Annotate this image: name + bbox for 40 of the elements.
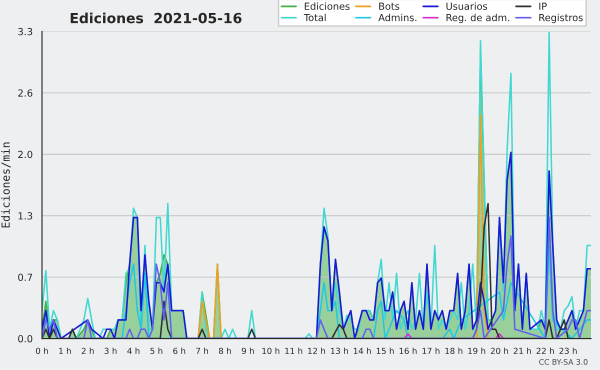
x-tick-label: 14 h <box>354 348 371 354</box>
chart-title: Ediciones 2021-05-16 <box>70 12 242 24</box>
y-tick-label: 0.0 <box>18 335 32 342</box>
y-tick-label: 0.7 <box>18 274 32 281</box>
x-tick-label: 5 h <box>150 348 162 354</box>
x-tick-label: 9 h <box>242 348 254 354</box>
legend-label: Reg. de adm. <box>446 14 510 24</box>
x-tick-label: 15 h <box>376 348 394 354</box>
y-tick-label: 1.3 <box>18 212 32 220</box>
y-axis-title: Ediciones/min <box>1 142 11 228</box>
x-tick-label: 13 h <box>331 348 348 354</box>
legend-label: Bots <box>379 2 400 10</box>
x-tick-label: 19 h <box>468 348 486 354</box>
x-tick-label: 0 h <box>36 348 48 354</box>
x-tick-label: 8 h <box>218 348 231 354</box>
legend-label: Usuarios <box>446 2 488 10</box>
y-tick-label: 2.0 <box>18 150 32 158</box>
x-tick-label: 22 h <box>536 348 554 354</box>
x-tick-label: 18 h <box>445 348 462 354</box>
legend-label: IP <box>539 2 547 10</box>
x-tick-label: 3 h <box>104 348 117 354</box>
x-tick-label: 20 h <box>490 348 508 354</box>
y-tick-label: 3.3 <box>18 28 32 36</box>
x-tick-label: 2 h <box>82 348 94 354</box>
x-tick-label: 7 h <box>196 348 208 354</box>
x-tick-label: 23 h <box>559 348 577 354</box>
legend-label: Total <box>304 14 326 22</box>
x-tick-label: 12 h <box>308 348 326 354</box>
x-tick-label: 4 h <box>127 348 140 354</box>
legend-label: Ediciones <box>304 2 350 10</box>
x-tick-label: 21 h <box>514 348 531 354</box>
x-tick-label: 10 h <box>262 348 280 354</box>
x-tick-label: 1 h <box>59 348 71 354</box>
x-tick-label: 16 h <box>400 348 417 354</box>
legend-label: Registros <box>539 14 583 24</box>
x-tick-label: 6 h <box>173 348 186 354</box>
legend-label: Admins. <box>378 14 416 22</box>
y-tick-label: 2.6 <box>18 89 32 97</box>
x-tick-label: 17 h <box>422 348 440 354</box>
x-tick-label: 11 h <box>285 348 302 354</box>
